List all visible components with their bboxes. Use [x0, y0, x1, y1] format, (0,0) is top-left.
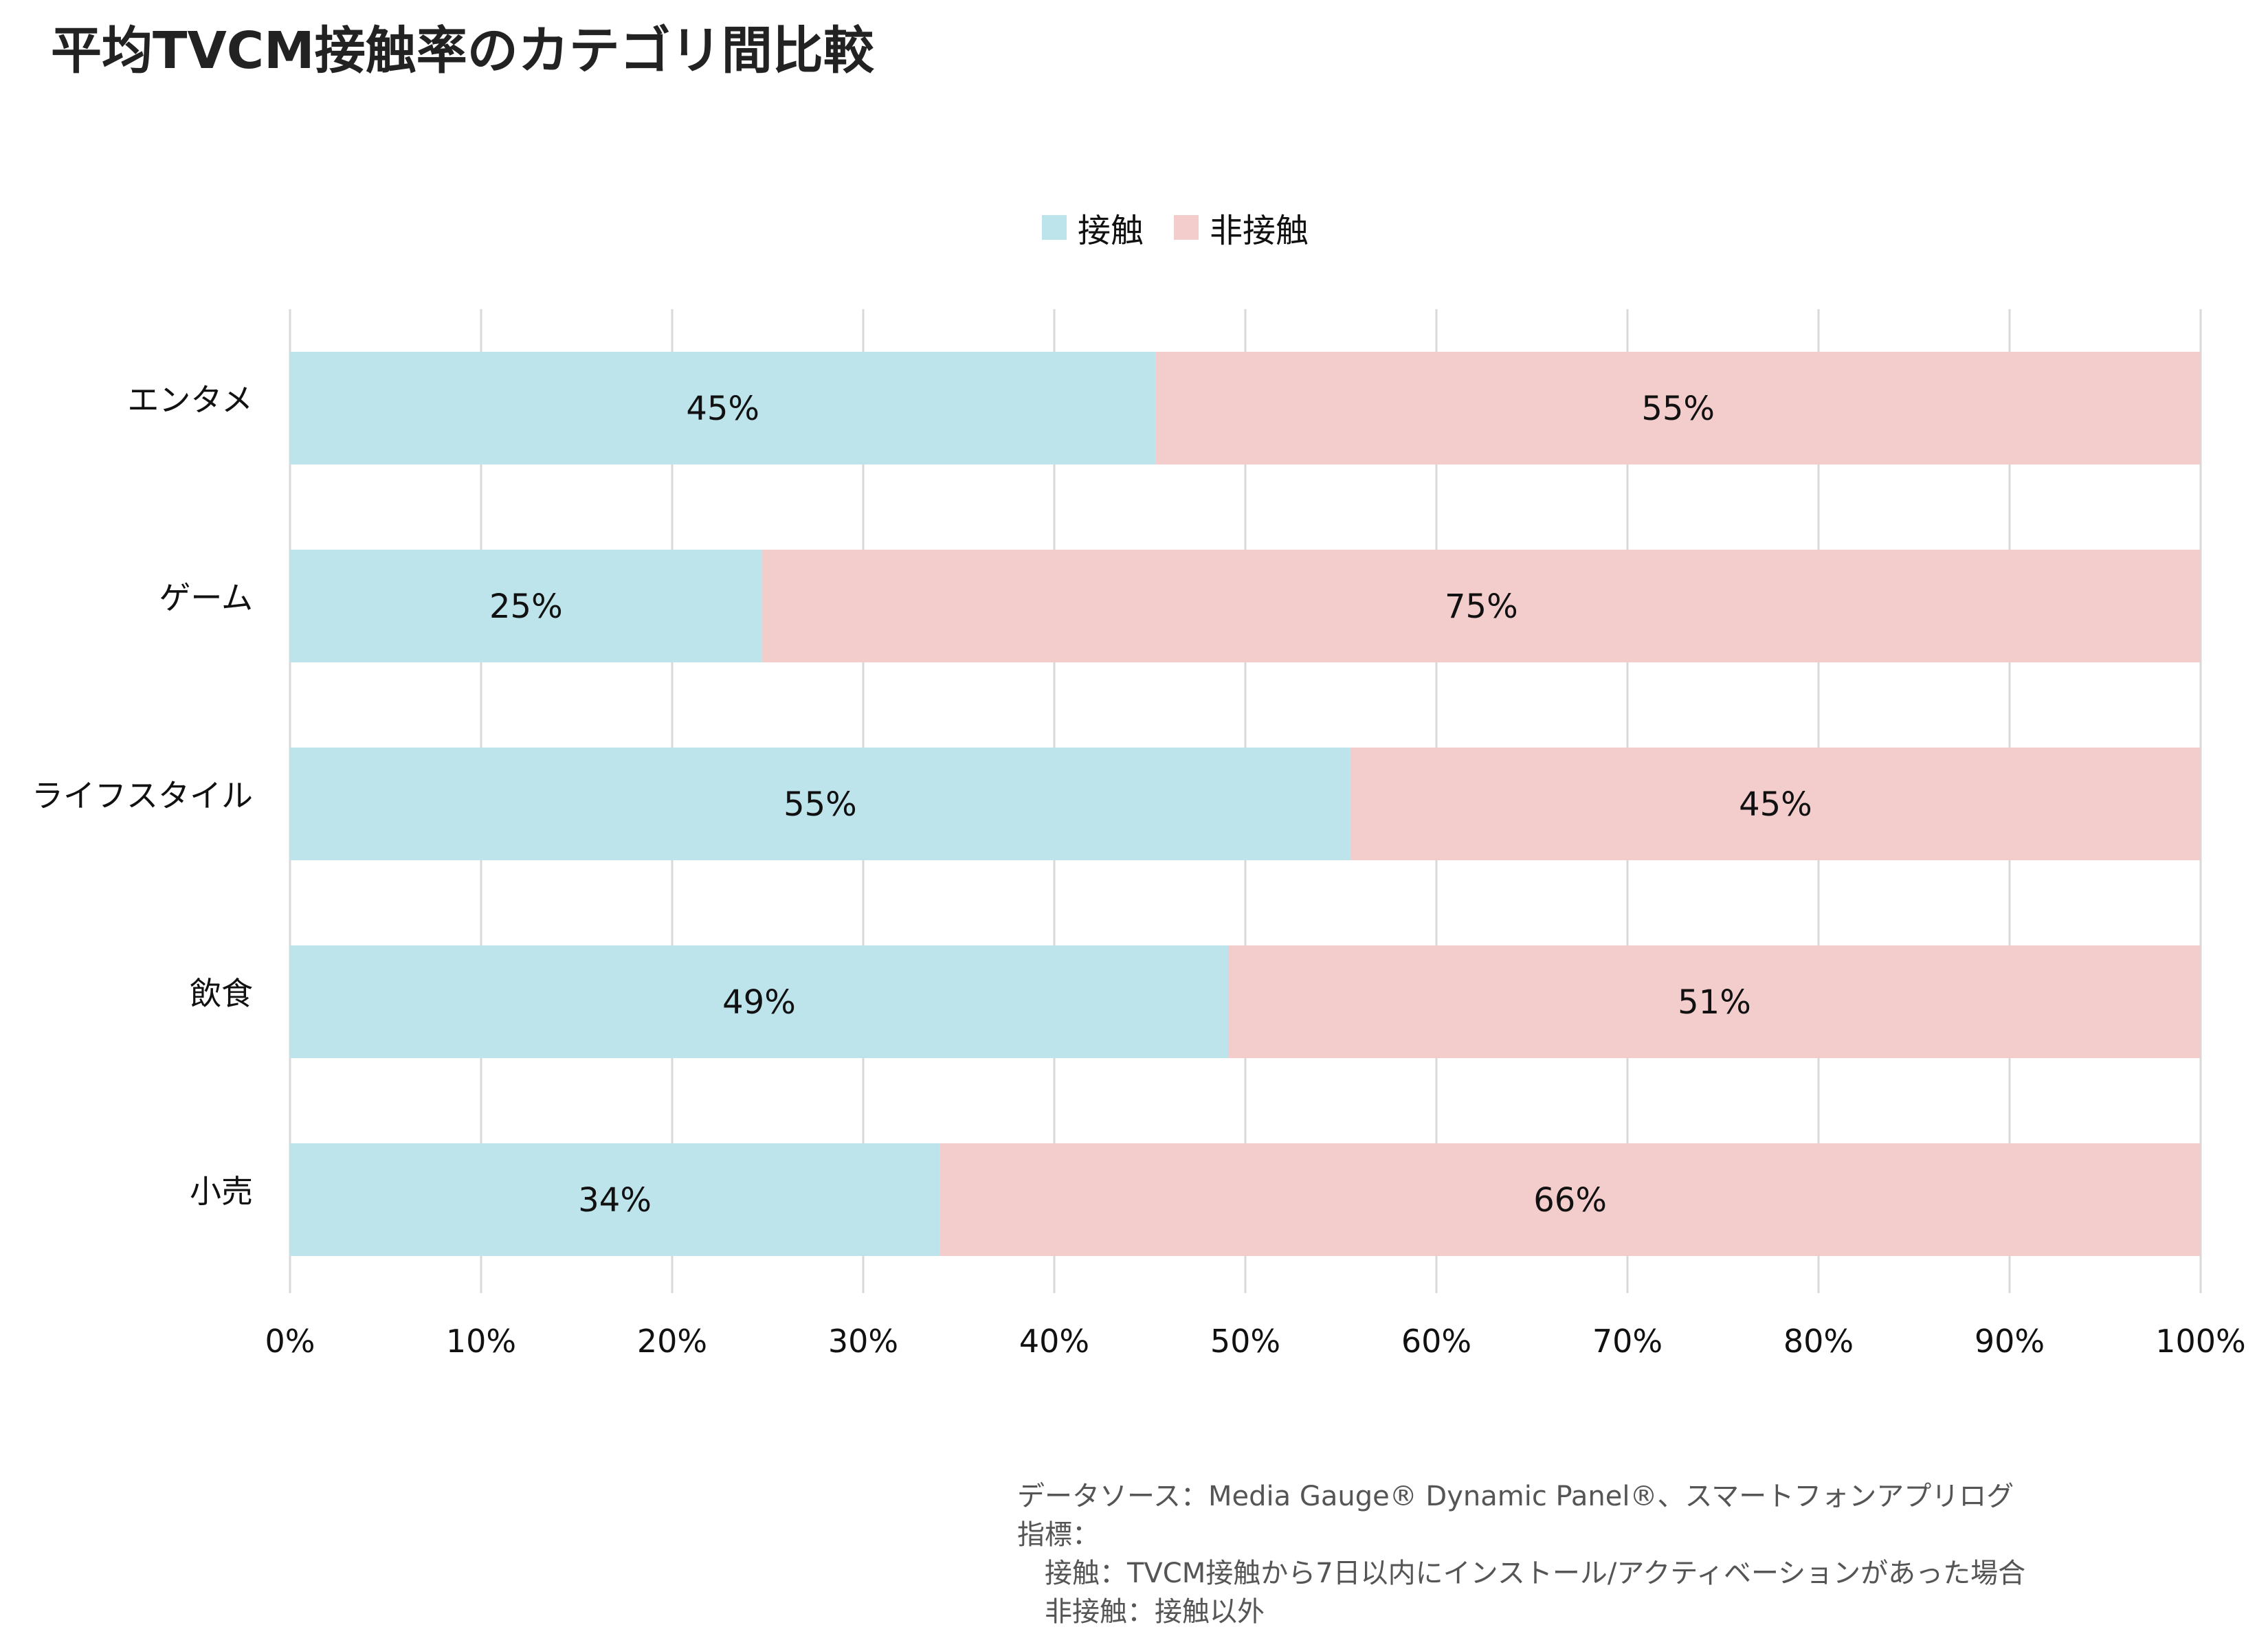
- bar-noncontact: [1155, 352, 2201, 464]
- bar-noncontact: [1350, 748, 2201, 860]
- bar-noncontact: [940, 1143, 2201, 1256]
- legend-swatch-contact: [1041, 215, 1067, 240]
- category-label: 小売: [190, 1173, 253, 1210]
- x-tick-label: 10%: [446, 1323, 516, 1360]
- bar-contact: [290, 352, 1156, 464]
- x-tick-label: 40%: [1019, 1323, 1089, 1360]
- category-label: ゲーム: [159, 579, 253, 616]
- source-note-line: 接触：TVCM接触から7日以内にインストール/アクティベーションがあった場合: [1017, 1558, 2026, 1589]
- category-label: エンタメ: [127, 381, 253, 418]
- x-tick-label: 100%: [2155, 1323, 2246, 1360]
- category-label: 飲食: [190, 975, 253, 1012]
- x-tick-label: 70%: [1592, 1323, 1663, 1360]
- bar-contact: [290, 550, 762, 662]
- bar-contact: [290, 748, 1350, 860]
- legend-item-contact: 接触: [1041, 203, 1144, 251]
- chart-title: 平均TVCM接触率のカテゴリ間比較: [51, 21, 874, 80]
- x-tick-label: 50%: [1210, 1323, 1280, 1360]
- x-tick-label: 30%: [828, 1323, 898, 1360]
- x-tick-label: 90%: [1975, 1323, 2045, 1360]
- legend-item-noncontact: 非接触: [1174, 203, 1309, 251]
- legend-label-contact: 接触: [1077, 212, 1144, 250]
- bar-contact: [290, 945, 1228, 1058]
- category-label: ライフスタイル: [32, 777, 253, 814]
- bar-noncontact: [761, 550, 2201, 662]
- data-label: 55%: [783, 785, 857, 824]
- data-label: 45%: [1739, 785, 1812, 824]
- data-label: 34%: [578, 1181, 652, 1220]
- legend-swatch-noncontact: [1174, 215, 1199, 240]
- data-label: 45%: [686, 390, 759, 428]
- source-note: データソース：Media Gauge® Dynamic Panel®、スマートフ…: [1017, 1477, 2025, 1631]
- bar-noncontact: [1227, 945, 2201, 1058]
- data-label: 25%: [489, 587, 563, 626]
- data-label: 55%: [1641, 390, 1715, 428]
- data-label: 51%: [1678, 983, 1751, 1022]
- source-note-line: 非接触：接触以外: [1017, 1596, 1265, 1628]
- data-label: 66%: [1533, 1181, 1607, 1220]
- x-tick-label: 80%: [1783, 1323, 1854, 1360]
- x-tick-label: 60%: [1401, 1323, 1471, 1360]
- source-note-line: 指標：: [1017, 1519, 1100, 1551]
- data-label: 49%: [722, 983, 796, 1022]
- legend: 接触 非接触: [0, 203, 2268, 251]
- bar-contact: [290, 1143, 940, 1256]
- x-tick-label: 0%: [265, 1323, 315, 1360]
- x-tick-label: 20%: [637, 1323, 707, 1360]
- legend-label-noncontact: 非接触: [1210, 212, 1309, 250]
- source-note-line: データソース：Media Gauge® Dynamic Panel®、スマートフ…: [1017, 1481, 2014, 1512]
- data-label: 75%: [1445, 587, 1518, 626]
